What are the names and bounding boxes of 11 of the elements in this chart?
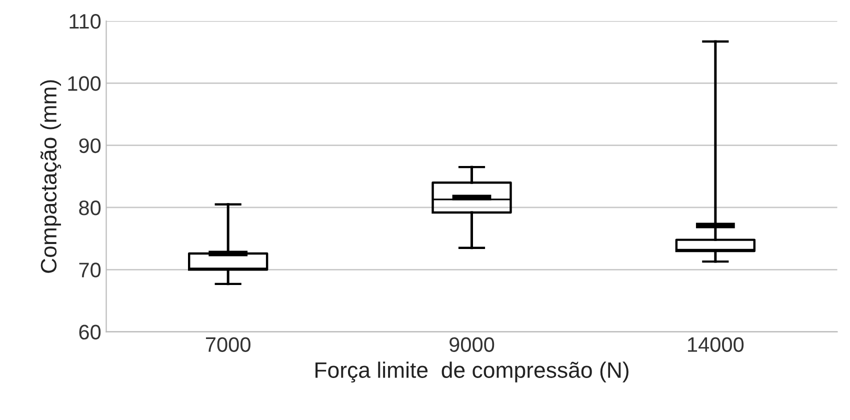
x-tick-label: 9000	[450, 337, 494, 352]
y-tick-label: 100	[68, 76, 101, 91]
y-tick-label: 70	[79, 262, 101, 278]
y-axis-title: Compactação (mm)	[40, 80, 62, 273]
x-axis-title: Força limite de compressão (N)	[316, 362, 628, 382]
x-tick-label: 7000	[206, 337, 250, 352]
y-tick-label: 60	[79, 324, 101, 340]
x-tick-label: 14000	[688, 337, 744, 352]
y-tick-label: 80	[79, 200, 101, 216]
y-tick-label: 90	[79, 138, 101, 154]
y-tick-label: 110	[70, 14, 101, 29]
